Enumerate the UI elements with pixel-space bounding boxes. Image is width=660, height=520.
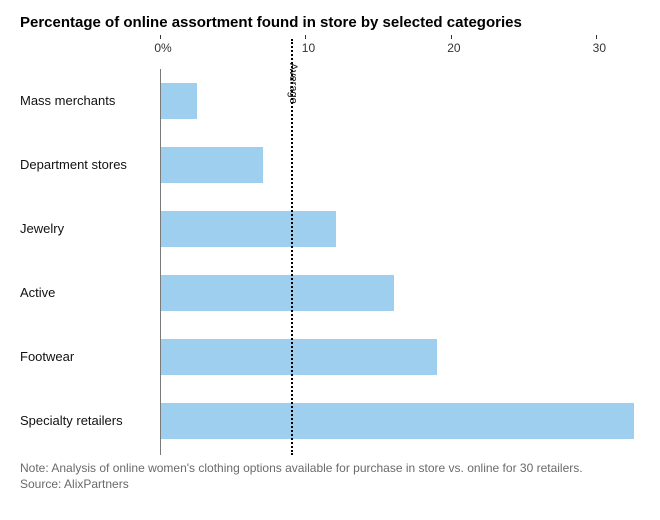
bar-specialty-retailers [161, 403, 634, 439]
x-tick-30: 30 [596, 35, 597, 39]
y-axis-line [160, 69, 161, 455]
category-label: Mass merchants [20, 93, 148, 109]
x-tick-label: 30 [587, 41, 611, 55]
footnote-source: Source: AlixPartners [20, 476, 583, 492]
bar-mass-merchants [161, 83, 197, 119]
category-label: Department stores [20, 157, 148, 173]
x-tick-10: 10 [305, 35, 306, 39]
bar-jewelry [161, 211, 336, 247]
category-label: Active [20, 285, 148, 301]
x-tick-label: 20 [442, 41, 466, 55]
average-label: Average [287, 63, 299, 104]
x-tick-20: 20 [451, 35, 452, 39]
x-tick-label: 10 [296, 41, 320, 55]
x-tick-label: 0% [151, 41, 175, 55]
category-label: Specialty retailers [20, 413, 148, 429]
chart-area: 0% 10 20 30 Mass merchants Department st… [20, 35, 640, 455]
footnote-note: Note: Analysis of online women's clothin… [20, 460, 583, 476]
bar-department-stores [161, 147, 263, 183]
category-label: Footwear [20, 349, 148, 365]
chart-footnote: Note: Analysis of online women's clothin… [20, 460, 583, 492]
x-tick-0: 0% [160, 35, 161, 39]
chart-title: Percentage of online assortment found in… [20, 14, 640, 31]
bar-active [161, 275, 394, 311]
category-label: Jewelry [20, 221, 148, 237]
bar-footwear [161, 339, 437, 375]
